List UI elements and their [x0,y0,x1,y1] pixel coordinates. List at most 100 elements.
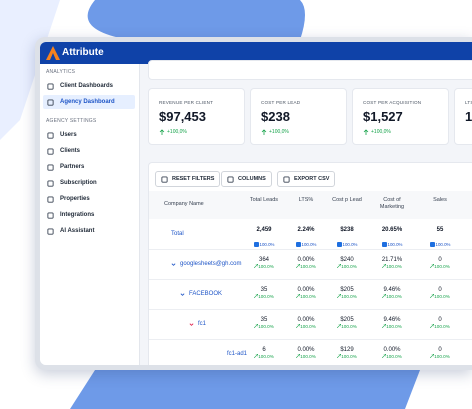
icon [47,228,54,235]
column-header: Cost of Marketing [379,197,405,210]
cell-delta: 100.0% [420,353,460,359]
cell-delta: 100.0% [286,263,326,269]
cell-delta: 100.0% [327,293,367,299]
nav-item[interactable]: Users [43,128,135,142]
delta-text: 100.0% [341,294,357,299]
table-cell: 20.65% 100.0% [372,227,412,251]
delta-text: 100.0% [258,324,274,329]
expand-chevron[interactable] [171,262,176,267]
icon [47,132,54,139]
check-icon [253,242,259,247]
table-cell: 0.00% 100.0% [286,287,326,299]
kpi-delta: +100,0% [371,129,391,135]
table-cell: 9.46% 100.0% [372,317,412,329]
kpi-label: COST PER LEAD [261,100,301,105]
delta-text: 100.0% [434,324,450,329]
delta-text: 100.0% [341,324,357,329]
cell-value: 0.00% [383,347,401,353]
table-header: Company Name Total Leads LTS% Cost p Lead Co… [149,191,472,219]
sidebar: ANALYTICS Client Dashboards Agency Dashboa… [40,64,140,365]
table-cell: 0.00% 100.0% [286,257,326,269]
cell-value: 9.46% [383,287,401,293]
expand-chevron[interactable] [189,322,194,327]
kpi-label: COST PER ACQUISITION [363,100,422,105]
cell-value: $238 [340,227,354,233]
nav-item[interactable]: AI Assistant [43,224,135,238]
nav-label: Users [60,132,77,138]
kpi-card: COST PER LEAD $238 +100,0% [250,88,347,145]
nav-item[interactable]: Subscription [43,176,135,190]
cell-value: 35 [260,287,268,293]
row-name[interactable]: googlesheets@gh.com [180,261,242,267]
table-cell: 0.00% 100.0% [286,317,326,329]
cell-delta: 100.0% [429,242,450,247]
cell-value: 2,459 [256,227,272,233]
up-arrow [363,129,369,135]
cell-value: 0.00% [297,317,315,323]
icon [227,176,234,183]
row-name: fc1-ad1 [227,351,248,357]
cell-value: 55 [436,227,444,233]
cell-delta: 100.0% [372,263,412,269]
table-cell: $205 100.0% [327,287,367,299]
button-label: COLUMNS [238,176,266,182]
nav-label: Subscription [60,180,97,186]
nav-item[interactable]: Properties [43,192,135,206]
table-cell: $238 100.0% [327,227,367,251]
delta-text: 100.0% [342,242,358,247]
cell-delta: 100.0% [381,242,402,247]
table-cell: 0 100.0% [420,257,460,269]
expand-chevron[interactable] [180,292,185,297]
top-bar: Attribute [40,42,472,64]
cell-value: 0 [438,257,442,263]
kpi-label: REVENUE PER CLIENT [159,100,214,105]
table-cell: 2,459 100.0% [244,227,284,251]
nav-label: Partners [60,164,85,170]
toolbar-button[interactable]: RESET FILTERS [155,171,221,187]
nav-item[interactable]: Agency Dashboard [43,95,135,109]
table-cell: 0 100.0% [420,347,460,359]
kpi-value: $1,527 [363,109,403,124]
check-icon [381,242,387,247]
cell-delta: 100.0% [244,263,284,269]
cell-delta: 100.0% [244,293,284,299]
delta-text: 100.0% [300,264,316,269]
table-cell: 55 100.0% [420,227,460,251]
table-cell: $240 100.0% [327,257,367,269]
toolbar-button[interactable]: COLUMNS [221,171,272,187]
icon [47,196,54,203]
table-cell: $129 100.0% [327,347,367,359]
icon [47,148,54,155]
cell-delta: 100.0% [420,263,460,269]
delta-text: 100.0% [341,264,357,269]
row-name[interactable]: Total [171,231,184,237]
table-cell: 0 100.0% [420,317,460,329]
icon [283,176,290,183]
nav-item[interactable]: Integrations [43,208,135,222]
kpi-value: 1 [465,109,472,124]
cell-delta: 100.0% [420,323,460,329]
row-divider [149,309,472,310]
delta-text: 100.0% [301,242,317,247]
nav-item[interactable]: Partners [43,160,135,174]
nav-item[interactable]: Clients [43,144,135,158]
table-cell: 6 100.0% [244,347,284,359]
nav-item[interactable]: Client Dashboards [43,79,135,93]
icon [161,176,168,183]
logo [46,46,60,60]
nav-label: Agency Dashboard [60,99,115,105]
nav-label: Properties [60,196,90,202]
row-name[interactable]: FACEBOOK [189,291,223,297]
table-cell: $205 100.0% [327,317,367,329]
cell-value: 0 [438,347,442,353]
cell-delta: 100.0% [286,323,326,329]
row-name[interactable]: fc1 [198,321,207,327]
delta-text: 100.0% [258,354,274,359]
cell-delta: 100.0% [286,353,326,359]
cell-delta: 100.0% [327,263,367,269]
column-header: Total Leads [249,197,279,203]
toolbar-button[interactable]: EXPORT CSV [277,171,336,187]
cell-value: 0.00% [297,287,315,293]
cell-value: 0.00% [297,347,315,353]
cell-value: 35 [260,317,268,323]
